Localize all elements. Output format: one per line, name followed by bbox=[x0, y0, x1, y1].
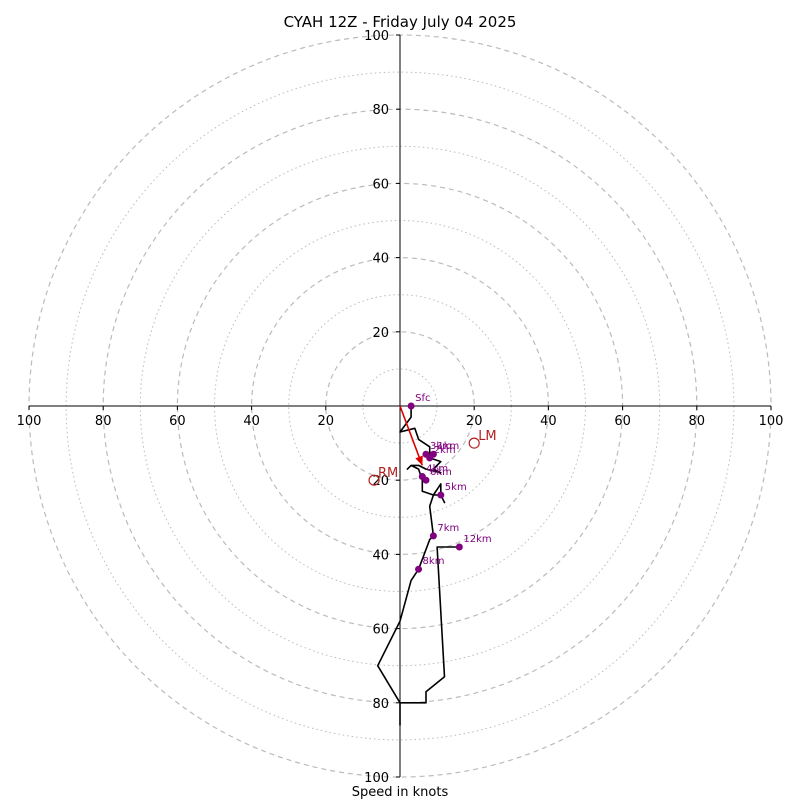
height-label-8km: 8km bbox=[423, 556, 445, 567]
x-tick-label: 40 bbox=[243, 414, 260, 429]
x-tick-label: 100 bbox=[759, 414, 784, 429]
height-label-3km: 3km bbox=[430, 441, 452, 452]
mean-wind-vector bbox=[399, 405, 424, 466]
y-tick-label: 100 bbox=[364, 29, 389, 44]
height-label-4km: 4km bbox=[426, 463, 448, 474]
y-tick-label: 40 bbox=[372, 252, 389, 267]
y-tick-label: 100 bbox=[364, 771, 389, 786]
storm-motion-LM bbox=[468, 437, 480, 449]
x-axis-label: Speed in knots bbox=[352, 785, 449, 800]
height-marker-12km bbox=[455, 543, 463, 551]
height-label-12km: 12km bbox=[463, 534, 491, 545]
height-marker-7km bbox=[429, 532, 437, 540]
y-tick-label: 60 bbox=[372, 177, 389, 192]
storm-motion-label-RM: RM bbox=[378, 466, 398, 481]
y-tick-label: 20 bbox=[372, 326, 389, 341]
y-tick-label: 60 bbox=[372, 623, 389, 638]
x-tick-label: 20 bbox=[318, 414, 335, 429]
y-tick-label: 40 bbox=[372, 548, 389, 563]
hodograph-trace bbox=[376, 406, 460, 726]
height-label-6km: 6km bbox=[430, 467, 452, 478]
height-label-7km: 7km bbox=[437, 523, 459, 534]
x-tick-label: 40 bbox=[540, 414, 557, 429]
x-tick-label: 60 bbox=[169, 414, 186, 429]
height-marker-3km bbox=[422, 450, 430, 458]
height-label-1km: 1km bbox=[437, 441, 459, 452]
height-label-Sfc: Sfc bbox=[415, 393, 430, 404]
height-marker-Sfc bbox=[407, 402, 415, 410]
tick-labels: 20 20 20 20 40 40 40 40 60 60 60 60 80 80 80 80 100 100 10… bbox=[17, 29, 784, 786]
x-tick-label: 100 bbox=[17, 414, 42, 429]
height-marker-8km bbox=[415, 565, 423, 573]
height-label-2km: 2km bbox=[434, 445, 456, 456]
wind-trace bbox=[376, 405, 460, 726]
x-tick-label: 80 bbox=[95, 414, 112, 429]
storm-motion-markers: RM LM bbox=[368, 429, 497, 486]
height-marker-5km bbox=[437, 491, 445, 499]
chart-title: CYAH 12Z - Friday July 04 2025 bbox=[284, 13, 517, 31]
y-tick-label: 80 bbox=[372, 103, 389, 118]
x-tick-label: 60 bbox=[614, 414, 631, 429]
storm-motion-RM bbox=[368, 474, 380, 486]
x-tick-label: 80 bbox=[689, 414, 706, 429]
height-label-5km: 5km bbox=[445, 482, 467, 493]
x-tick-label: 20 bbox=[466, 414, 483, 429]
storm-motion-label-LM: LM bbox=[478, 429, 496, 444]
y-tick-label: 80 bbox=[372, 697, 389, 712]
mean-wind-arrowhead bbox=[415, 455, 423, 466]
height-marker-6km bbox=[422, 476, 430, 484]
y-tick-label: 20 bbox=[372, 474, 389, 489]
